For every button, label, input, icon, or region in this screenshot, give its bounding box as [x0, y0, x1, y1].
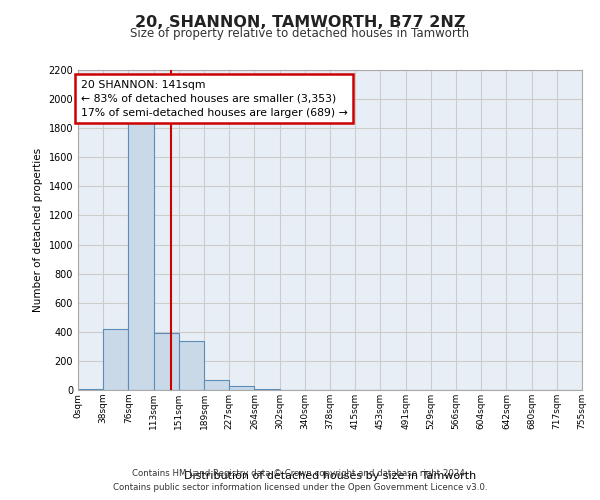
- Text: Contains HM Land Registry data © Crown copyright and database right 2024.: Contains HM Land Registry data © Crown c…: [132, 468, 468, 477]
- Bar: [103, 329, 128, 390]
- X-axis label: Distribution of detached houses by size in Tamworth: Distribution of detached houses by size …: [184, 471, 476, 481]
- Bar: [229, 386, 254, 390]
- Y-axis label: Number of detached properties: Number of detached properties: [33, 148, 43, 312]
- Bar: [128, 121, 154, 390]
- Text: Size of property relative to detached houses in Tamworth: Size of property relative to detached ho…: [130, 28, 470, 40]
- Bar: [154, 332, 179, 390]
- Text: 20 SHANNON: 141sqm
← 83% of detached houses are smaller (3,353)
17% of semi-deta: 20 SHANNON: 141sqm ← 83% of detached hou…: [80, 80, 347, 118]
- Bar: [179, 340, 204, 390]
- Bar: [78, 388, 103, 390]
- Text: 20, SHANNON, TAMWORTH, B77 2NZ: 20, SHANNON, TAMWORTH, B77 2NZ: [135, 15, 465, 30]
- Text: Contains public sector information licensed under the Open Government Licence v3: Contains public sector information licen…: [113, 484, 487, 492]
- Bar: [204, 380, 229, 390]
